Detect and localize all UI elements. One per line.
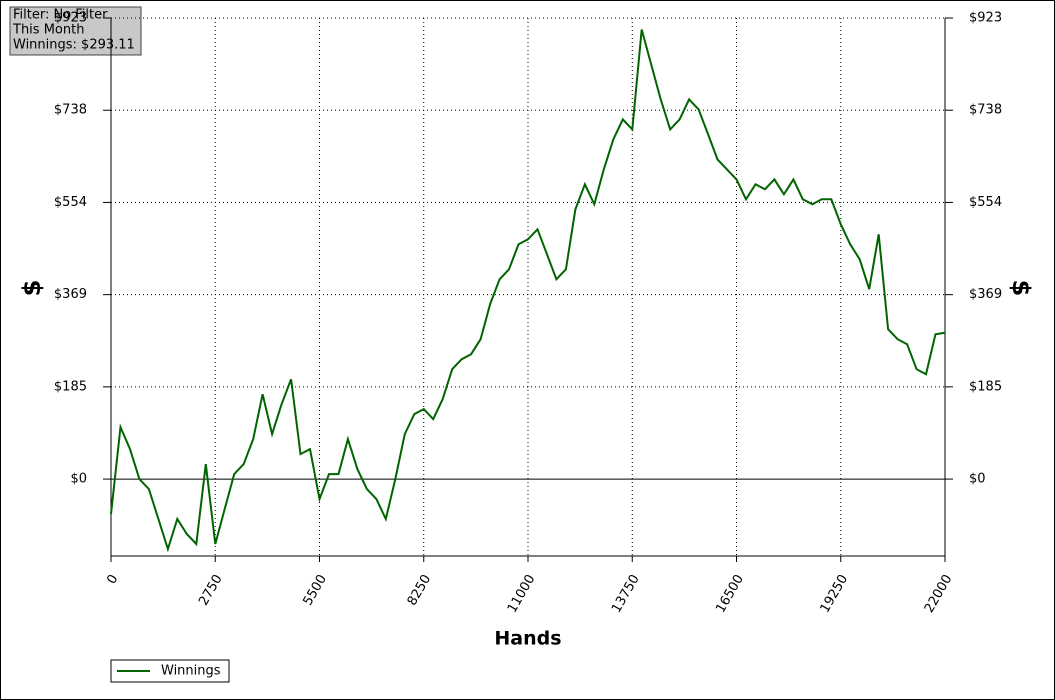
y-tick-label: $185 — [54, 379, 87, 394]
info-text: This Month — [12, 23, 84, 38]
info-text: Winnings: $293.11 — [13, 38, 135, 53]
y2-tick-label: $185 — [969, 379, 1002, 394]
line — [110, 29, 946, 553]
y2-tick-label: $554 — [969, 195, 1002, 210]
y2-tick-label: $0 — [969, 472, 986, 487]
legend — [110, 659, 230, 683]
y2-tick-label: $738 — [969, 103, 1002, 118]
y-tick-label: $923 — [54, 11, 87, 26]
y2-tick-label: $923 — [969, 11, 1002, 26]
y-axis-title: $ — [18, 280, 46, 297]
info-text: Filter: No Filter — [13, 8, 108, 23]
y-tick-label: $554 — [54, 195, 87, 210]
y2-tick-label: $369 — [969, 287, 1002, 302]
y-tick-label: $738 — [54, 103, 87, 118]
y-tick-label: $369 — [54, 287, 87, 302]
y2-axis-title: $ — [1007, 280, 1035, 297]
legend-label: Winnings — [161, 664, 221, 679]
info-box — [9, 6, 142, 56]
y-tick-label: $0 — [70, 472, 87, 487]
x-axis-title: Hands — [494, 628, 561, 650]
